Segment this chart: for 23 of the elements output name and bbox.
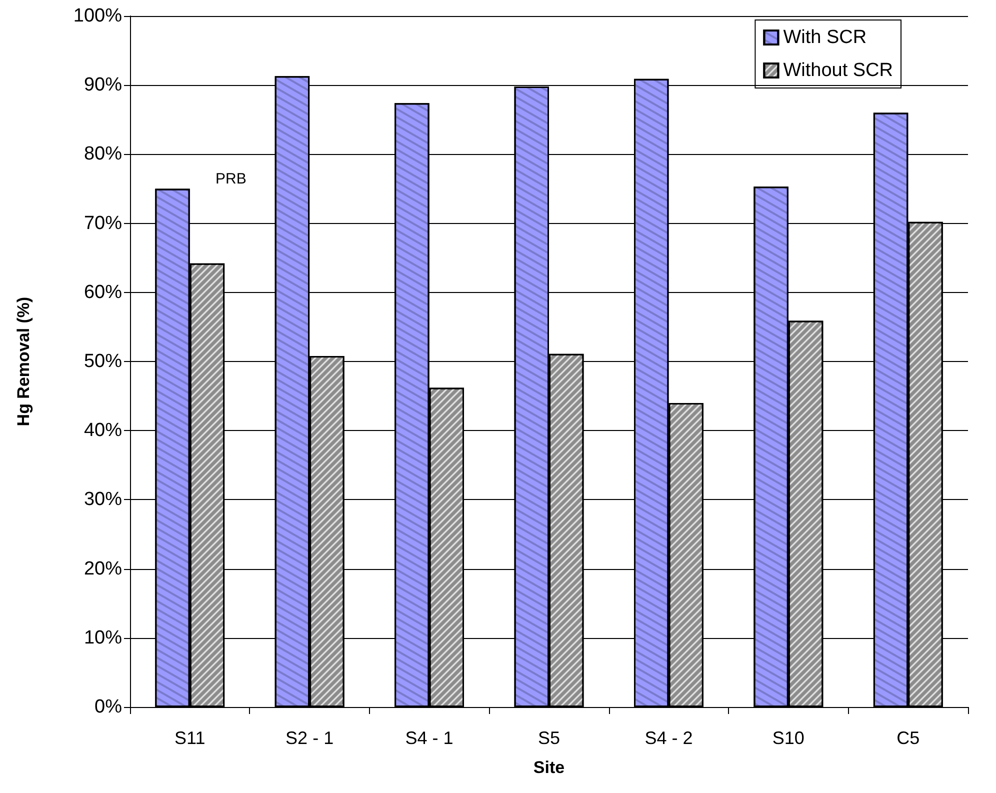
y-tick-label: 40% [84, 420, 122, 442]
y-axis-title: Hg Removal (%) [14, 296, 33, 426]
legend-label: Without SCR [783, 60, 894, 81]
x-tick-label: S2 - 1 [286, 728, 334, 748]
y-tick-label: 30% [84, 489, 122, 510]
annotation: PRB [216, 170, 246, 188]
y-tick-label: 100% [73, 6, 122, 26]
x-tick-label: S4 - 2 [644, 728, 693, 748]
y-tick-label: 60% [84, 282, 122, 303]
y-tick-label: 50% [84, 351, 122, 372]
x-tick-label: S10 [772, 728, 804, 748]
x-tick-label: S5 [538, 728, 560, 748]
x-axis-title: Site [533, 758, 565, 777]
y-tick-label: 10% [84, 627, 122, 648]
y-tick-label: 20% [84, 558, 122, 580]
x-tick-label: S4 - 1 [405, 728, 454, 748]
legend-label: With SCR [783, 27, 867, 48]
x-tick-label: S11 [174, 728, 206, 748]
y-tick-label: 80% [84, 144, 122, 165]
y-tick-label: 0% [94, 696, 122, 718]
y-tick-label: 70% [84, 212, 122, 234]
x-tick-label: C5 [896, 728, 920, 748]
y-tick-label: 90% [84, 74, 122, 96]
